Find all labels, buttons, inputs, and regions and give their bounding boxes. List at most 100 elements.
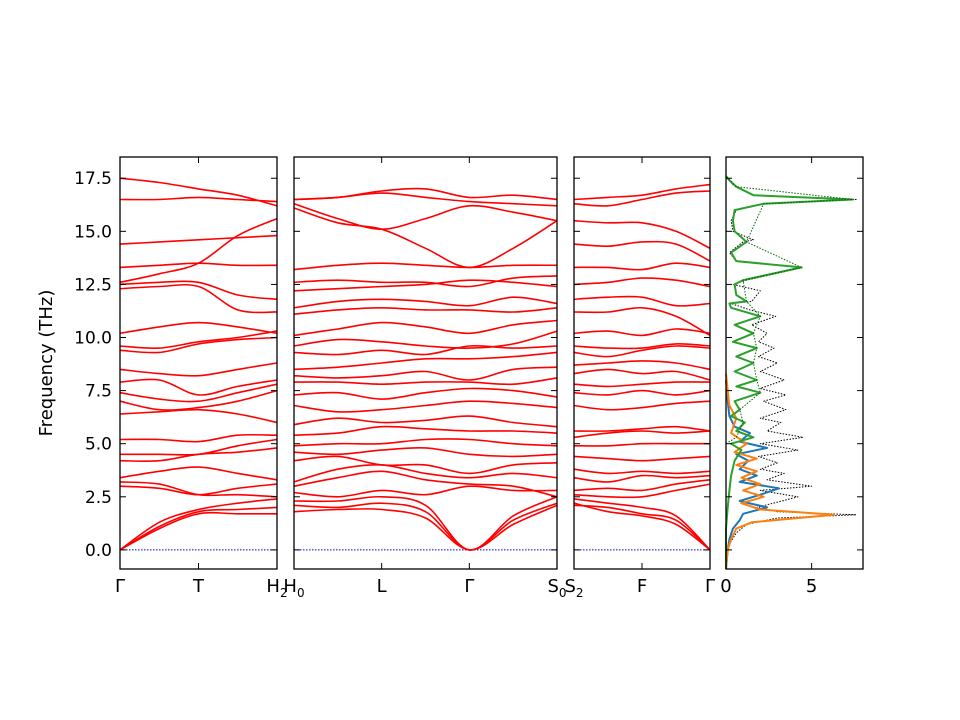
phonon-band [293,366,558,381]
phonon-band [573,368,711,381]
phonon-band [573,240,711,262]
phonon-band [573,474,711,483]
phonon-band [573,479,711,492]
y-axis-label: Frequency (THz) [36,290,57,437]
phonon-band [293,262,558,271]
x-tick-label: F [637,576,647,597]
phonon-band [119,283,278,314]
phonon-band [293,470,558,498]
phonon-band [119,389,278,411]
x-tick-label: S2 [564,576,583,600]
phonon-band [573,295,711,307]
phonon-band [573,306,711,337]
phonon-band [293,400,558,413]
phonon-band [293,463,558,483]
phonon-band [293,279,558,292]
phonon-band [119,511,277,551]
phonon-band [119,321,278,335]
y-tick-label: 5.0 [85,435,112,455]
phonon-band [119,466,278,481]
band-panel-frame [293,156,558,570]
phonon-band [120,438,278,456]
phonon-band [293,319,558,337]
band-panel-1 [119,177,278,551]
phonon-band [119,378,278,396]
dos-x-tick-label: 5 [806,576,817,597]
y-tick-label: 10.0 [74,329,112,349]
phonon-band [293,425,558,436]
phonon-band [293,485,558,498]
phonon-band [573,328,711,337]
dos-panel [725,175,857,570]
phonon-band [573,277,711,288]
phonon-band [119,498,278,551]
phonon-band [573,455,711,462]
phonon-band [293,377,558,386]
phonon-band [293,344,558,356]
dos-curve-5 [725,175,854,445]
y-tick-label: 17.5 [74,169,112,189]
phonon-band [119,280,278,301]
phonon-band [573,400,711,411]
phonon-band [573,430,711,439]
phonon-band [119,362,278,377]
phonon-band [293,446,558,458]
dos-panel-frame [725,156,864,570]
phonon-band [119,196,278,203]
phonon-band [293,387,558,400]
phonon-band [119,433,278,443]
phonon-band [119,408,278,424]
x-tick-label: Γ [464,576,474,597]
phonon-band [293,495,558,551]
phonon-band [573,360,711,371]
phonon-band [119,481,278,498]
phonon-band [573,219,711,250]
phonon-band [573,425,711,432]
phonon-band [119,506,278,551]
phonon-band [573,468,711,475]
x-tick-label: S0 [547,576,566,600]
x-tick-label: Γ [705,576,715,597]
phonon-band [573,389,711,396]
dos-curve-1 [725,175,857,570]
dos-curve-2 [725,379,781,570]
phonon-band [573,381,711,388]
phonon-band [293,275,558,288]
phonon-band [119,330,278,350]
phonon-band [119,383,278,403]
y-tick-label: 12.5 [74,275,112,295]
y-tick-label: 0.0 [85,541,112,561]
band-panel-3 [573,183,711,551]
phonon-band [293,330,558,349]
phonon-band [573,262,711,271]
phonon-band [573,190,711,207]
phonon-band [119,217,278,284]
dos-x-tick-label: 0 [720,576,731,597]
phonon-band [573,345,711,358]
phonon-band [573,343,711,350]
phonon-band [293,187,558,201]
phonon-band [293,306,558,315]
phonon-band [293,351,558,371]
phonon-band [573,504,711,551]
y-tick-label: 15.0 [74,222,112,242]
phonon-band [293,202,558,231]
phonon-band [293,502,558,551]
phonon-band [293,438,558,447]
x-tick-label: H2 [266,576,287,600]
band-panel-2 [293,187,558,551]
x-tick-label: H0 [283,576,304,600]
dos-curve-3 [725,373,835,570]
phonon-band [119,234,278,245]
phonon-band [293,504,558,551]
y-tick-label: 7.5 [85,382,112,402]
phonon-band [119,177,278,207]
phonon-band [119,336,278,354]
y-tick-label: 2.5 [85,488,112,508]
phonon-band [573,483,711,499]
phonon-band [293,296,558,309]
phonon-band [293,415,558,428]
